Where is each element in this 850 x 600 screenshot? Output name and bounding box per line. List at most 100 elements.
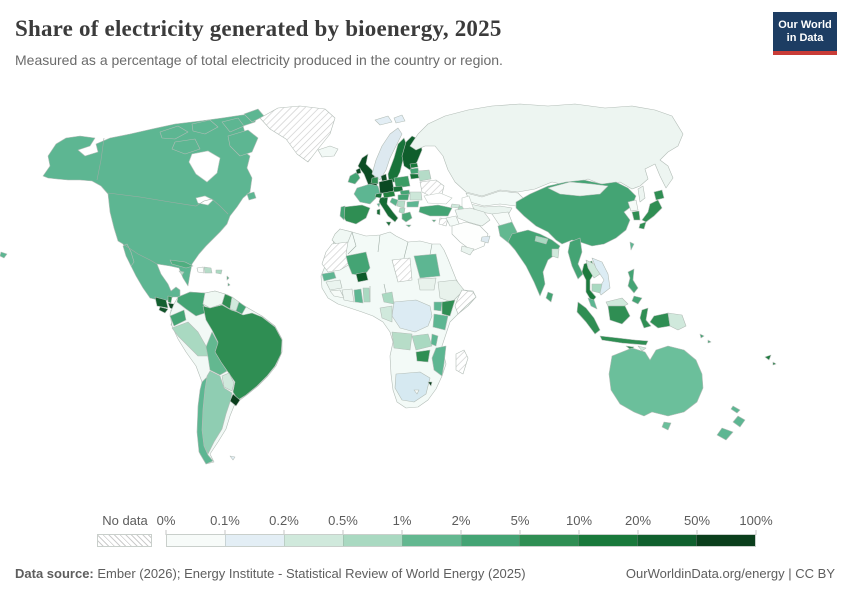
region-georgia[interactable] (450, 203, 461, 209)
region-austria[interactable] (382, 190, 396, 199)
region-cuba[interactable] (169, 259, 194, 269)
region-iran[interactable] (454, 207, 491, 227)
region-sri-lanka[interactable] (545, 291, 554, 303)
region-eswatini[interactable] (427, 381, 433, 387)
region-nepal[interactable] (534, 235, 549, 245)
region-france[interactable] (353, 183, 381, 205)
region-australia[interactable] (608, 345, 704, 417)
region-belarus[interactable] (417, 169, 432, 182)
region-north-korea[interactable] (627, 199, 639, 212)
region-china[interactable] (515, 179, 637, 247)
region-tasmania[interactable] (661, 421, 672, 431)
region-cyprus[interactable] (431, 219, 437, 223)
region-saudi-arabia[interactable] (451, 221, 489, 252)
region-ireland[interactable] (347, 171, 361, 185)
region-malaysia-borneo[interactable] (605, 297, 629, 307)
region-vietnam[interactable] (591, 257, 611, 296)
region-norway[interactable] (371, 127, 403, 181)
region-sakhalin[interactable] (637, 185, 646, 203)
region-falkland-islands[interactable] (229, 455, 236, 461)
region-bulgaria[interactable] (406, 200, 420, 208)
region-belize[interactable] (167, 295, 173, 304)
region-burkina-faso[interactable] (355, 271, 369, 283)
legend-bin-0.2%-to-0.5%[interactable] (283, 535, 343, 546)
region-benelux[interactable] (370, 176, 379, 185)
region-sardinia[interactable] (376, 208, 381, 216)
region-crete[interactable] (405, 224, 412, 228)
region-india[interactable] (507, 229, 561, 297)
region-lesser-antilles[interactable] (226, 275, 231, 287)
region-italy[interactable] (378, 195, 399, 223)
legend-bin-10%-to-20%[interactable] (578, 535, 638, 546)
region-papua-new-guinea[interactable] (667, 312, 687, 331)
region-corsica[interactable] (376, 202, 381, 208)
legend-bin-1%-to-2%[interactable] (401, 535, 461, 546)
region-hungary[interactable] (397, 193, 410, 201)
region-timor-leste[interactable] (637, 345, 647, 352)
region-mongolia[interactable] (547, 181, 609, 197)
region-bangladesh[interactable] (551, 248, 560, 259)
region-ghana[interactable] (353, 288, 364, 304)
region-drc[interactable] (391, 299, 433, 333)
legend-bin-2%-to-5%[interactable] (460, 535, 520, 546)
region-south-korea[interactable] (631, 210, 641, 221)
region-chile[interactable] (196, 376, 214, 465)
region-syria[interactable] (438, 217, 449, 227)
region-uae-oman[interactable] (480, 235, 491, 244)
region-mauritania-wsahara[interactable] (321, 241, 351, 273)
region-turkey[interactable] (418, 204, 453, 217)
region-indonesia[interactable] (576, 301, 671, 351)
region-south-sudan[interactable] (417, 277, 437, 291)
region-malawi[interactable] (430, 333, 439, 347)
region-togo-benin[interactable] (362, 287, 371, 303)
region-portugal[interactable] (339, 205, 346, 221)
region-ecuador[interactable] (169, 309, 187, 327)
region-latvia[interactable] (409, 167, 420, 175)
region-switzerland[interactable] (374, 192, 383, 199)
region-dominican-republic[interactable] (203, 266, 213, 274)
legend-bin-20%-to-50%[interactable] (637, 535, 697, 546)
region-south-africa[interactable] (394, 371, 431, 403)
region-north-america-mainland[interactable] (42, 113, 259, 302)
region-paraguay[interactable] (221, 372, 235, 392)
region-greenland[interactable] (259, 105, 336, 163)
region-jamaica[interactable] (178, 270, 185, 276)
region-bolivia[interactable] (205, 331, 228, 376)
region-fiji[interactable] (764, 354, 777, 366)
region-chad[interactable] (391, 257, 413, 283)
region-sicily[interactable] (385, 221, 392, 227)
region-croatia[interactable] (389, 197, 399, 207)
region-russia[interactable] (409, 103, 684, 197)
region-newfoundland[interactable] (246, 191, 257, 201)
region-taiwan[interactable] (629, 241, 635, 251)
region-french-guiana[interactable] (235, 301, 247, 315)
region-mozambique[interactable] (431, 345, 447, 377)
region-baja-california[interactable] (122, 243, 135, 267)
legend-bin-0.5%-to-1%[interactable] (342, 535, 402, 546)
region-philippines[interactable] (627, 268, 643, 305)
region-poland[interactable] (393, 175, 411, 189)
region-ethiopia[interactable] (437, 279, 465, 303)
legend-bin-0.1%-to-0.2%[interactable] (224, 535, 284, 546)
region-guinea[interactable] (325, 279, 343, 291)
region-iceland[interactable] (317, 145, 339, 158)
region-new-caledonia[interactable] (730, 405, 741, 414)
region-guatemala[interactable] (154, 296, 169, 309)
region-kenya[interactable] (441, 299, 456, 317)
region-angola[interactable] (391, 331, 413, 351)
region-solomon-islands[interactable] (699, 333, 712, 344)
license-link[interactable]: CC BY (795, 566, 835, 581)
region-haiti[interactable] (196, 266, 205, 274)
region-cote-divoire[interactable] (341, 288, 355, 303)
region-pacific-fragment[interactable] (0, 251, 8, 259)
region-sudan[interactable] (413, 253, 441, 279)
legend-no-data-swatch[interactable] (97, 534, 152, 547)
region-myanmar[interactable] (567, 237, 584, 280)
region-puerto-rico[interactable] (215, 269, 223, 275)
owid-logo[interactable]: Our World in Data (773, 12, 837, 55)
region-cambodia[interactable] (591, 283, 603, 294)
region-canadian-arctic-islands[interactable] (159, 108, 265, 157)
region-greece[interactable] (401, 211, 413, 223)
region-senegal[interactable] (321, 271, 337, 282)
legend-bin-5%-to-10%[interactable] (519, 535, 579, 546)
